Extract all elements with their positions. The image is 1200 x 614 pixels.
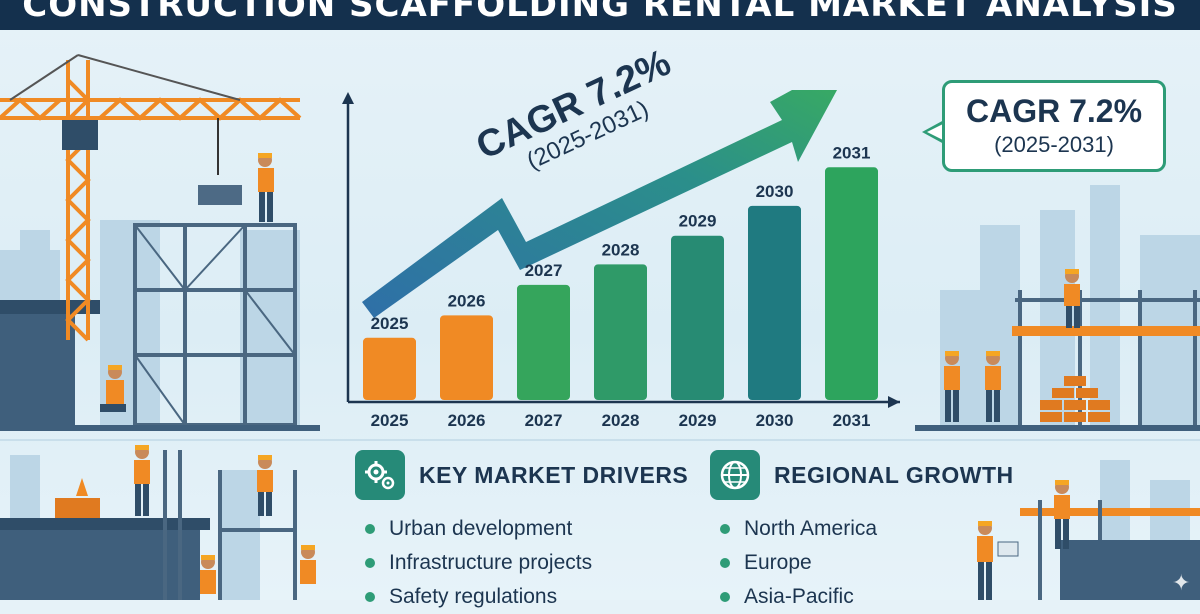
bar-chart: 2025 2025 2026 2026 2027 2027 2028 2028 2029 2029… <box>342 90 900 430</box>
building-icon <box>0 300 100 430</box>
drivers-title: KEY MARKET DRIVERS <box>419 461 689 488</box>
regional-header: REGIONAL GROWTH <box>710 450 1014 500</box>
bullet-icon <box>365 524 375 534</box>
y-axis-arrowhead <box>342 92 354 104</box>
worker-icon <box>100 153 274 412</box>
region-label: Asia-Pacific <box>744 585 854 608</box>
bar-2026 <box>440 315 493 400</box>
driver-label: Urban development <box>389 517 573 540</box>
x-axis-arrowhead <box>888 396 900 408</box>
list-item: Safety regulations <box>355 580 688 614</box>
x-tick-2028: 2028 <box>602 411 640 430</box>
gears-icon <box>355 450 405 500</box>
bar-label-2029: 2029 <box>679 212 717 231</box>
bar-2028 <box>594 264 647 400</box>
driver-label: Safety regulations <box>389 585 558 608</box>
driver-label: Infrastructure projects <box>389 551 593 574</box>
worker-right-icon <box>944 269 1080 422</box>
x-tick-2030: 2030 <box>756 411 794 430</box>
bar-2027 <box>517 284 570 400</box>
x-tick-2031: 2031 <box>833 411 871 430</box>
bar-2025 <box>363 337 416 400</box>
region-label: North America <box>744 517 878 540</box>
regional-section: REGIONAL GROWTH North America Europe Asi… <box>710 450 1014 614</box>
drivers-section: KEY MARKET DRIVERS Urban development Inf… <box>355 450 688 614</box>
bullet-icon <box>720 524 730 534</box>
cagr-period: (2025-2031) <box>994 132 1114 157</box>
list-item: Urban development <box>355 512 688 546</box>
callout-tail-inner <box>927 124 943 140</box>
x-tick-2029: 2029 <box>679 411 717 430</box>
list-item: North America <box>710 512 1014 546</box>
trend-arrow <box>362 90 838 318</box>
cagr-rate: CAGR 7.2% <box>965 93 1143 129</box>
bar-2029 <box>671 235 724 400</box>
worker-bottom-right-icon <box>977 480 1070 600</box>
cagr-callout: CAGR 7.2% (2025-2031) <box>942 80 1166 172</box>
bar-label-2027: 2027 <box>525 261 563 280</box>
x-tick-2027: 2027 <box>525 411 563 430</box>
drivers-list: Urban development Infrastructure project… <box>355 512 688 614</box>
bar-2030 <box>748 205 801 400</box>
bar-label-2031: 2031 <box>833 143 871 162</box>
globe-icon <box>710 450 760 500</box>
bar-label-2025: 2025 <box>371 314 409 333</box>
list-item: Asia-Pacific <box>710 580 1014 614</box>
regional-list: North America Europe Asia-Pacific <box>710 512 1014 614</box>
scaffold-icon <box>133 223 297 427</box>
page-title: CONSTRUCTION SCAFFOLDING RENTAL MARKET A… <box>22 0 1178 25</box>
scaffold-bottom-icon <box>163 450 297 600</box>
header-banner: CONSTRUCTION SCAFFOLDING RENTAL MARKET A… <box>0 0 1200 30</box>
list-item: Infrastructure projects <box>355 546 688 580</box>
bar-2031 <box>825 167 878 400</box>
drivers-header: KEY MARKET DRIVERS <box>355 450 688 500</box>
region-label: Europe <box>744 551 812 574</box>
bar-label-2026: 2026 <box>448 291 486 310</box>
bullet-icon <box>720 558 730 568</box>
list-item: Europe <box>710 546 1014 580</box>
x-tick-2026: 2026 <box>448 411 486 430</box>
sparkle-icon: ✦ <box>1172 570 1191 595</box>
bullet-icon <box>365 592 375 602</box>
construction-illustration <box>0 54 1200 600</box>
regional-title: REGIONAL GROWTH <box>774 461 1014 488</box>
worker-bottom-icon <box>134 445 316 594</box>
x-tick-2025: 2025 <box>371 411 409 430</box>
bullet-icon <box>365 558 375 568</box>
bar-label-2028: 2028 <box>602 240 640 259</box>
bullet-icon <box>720 592 730 602</box>
bar-label-2030: 2030 <box>756 182 794 201</box>
